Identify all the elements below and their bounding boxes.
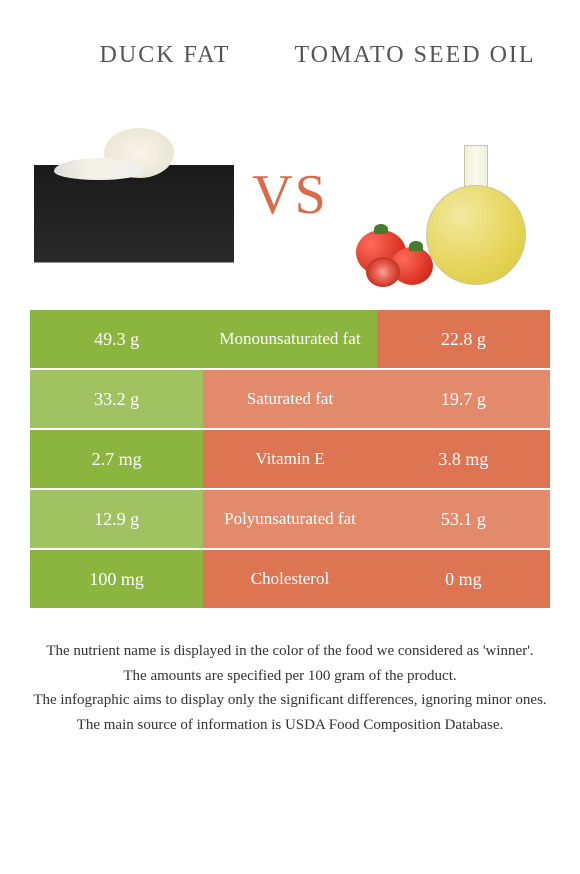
footer-line: The nutrient name is displayed in the co… xyxy=(30,640,550,663)
nutrient-row: 49.3 gMonounsaturated fat22.8 g xyxy=(30,310,550,370)
flask-icon xyxy=(426,145,526,285)
nutrient-row: 2.7 mgVitamin E3.8 mg xyxy=(30,430,550,490)
nutrient-table: 49.3 gMonounsaturated fat22.8 g33.2 gSat… xyxy=(30,310,550,610)
header: DUCK FAT TOMATO SEED OIL xyxy=(0,0,580,90)
image-left xyxy=(30,105,237,285)
image-right xyxy=(343,105,550,285)
nutrient-row: 12.9 gPolyunsaturated fat53.1 g xyxy=(30,490,550,550)
value-right: 0 mg xyxy=(377,550,550,608)
nutrient-label: Vitamin E xyxy=(203,430,376,488)
nutrient-row: 100 mgCholesterol0 mg xyxy=(30,550,550,610)
tomato-slice-icon xyxy=(366,257,400,287)
value-right: 22.8 g xyxy=(377,310,550,368)
duck-fat-illustration xyxy=(34,120,234,270)
nutrient-row: 33.2 gSaturated fat19.7 g xyxy=(30,370,550,430)
value-left: 49.3 g xyxy=(30,310,203,368)
value-left: 2.7 mg xyxy=(30,430,203,488)
value-left: 33.2 g xyxy=(30,370,203,428)
value-left: 12.9 g xyxy=(30,490,203,548)
title-right: TOMATO SEED OIL xyxy=(290,42,540,69)
image-row: VS xyxy=(0,90,580,310)
footer-line: The amounts are specified per 100 gram o… xyxy=(30,665,550,688)
footer-line: The infographic aims to display only the… xyxy=(30,689,550,712)
vs-label: VS xyxy=(247,163,333,227)
value-right: 3.8 mg xyxy=(377,430,550,488)
value-left: 100 mg xyxy=(30,550,203,608)
nutrient-label: Saturated fat xyxy=(203,370,376,428)
tomato-oil-illustration xyxy=(346,95,546,295)
value-right: 19.7 g xyxy=(377,370,550,428)
footer-line: The main source of information is USDA F… xyxy=(30,714,550,737)
nutrient-label: Polyunsaturated fat xyxy=(203,490,376,548)
nutrient-label: Cholesterol xyxy=(203,550,376,608)
nutrient-label: Monounsaturated fat xyxy=(203,310,376,368)
title-left: DUCK FAT xyxy=(40,42,290,69)
footer-notes: The nutrient name is displayed in the co… xyxy=(0,610,580,736)
value-right: 53.1 g xyxy=(377,490,550,548)
